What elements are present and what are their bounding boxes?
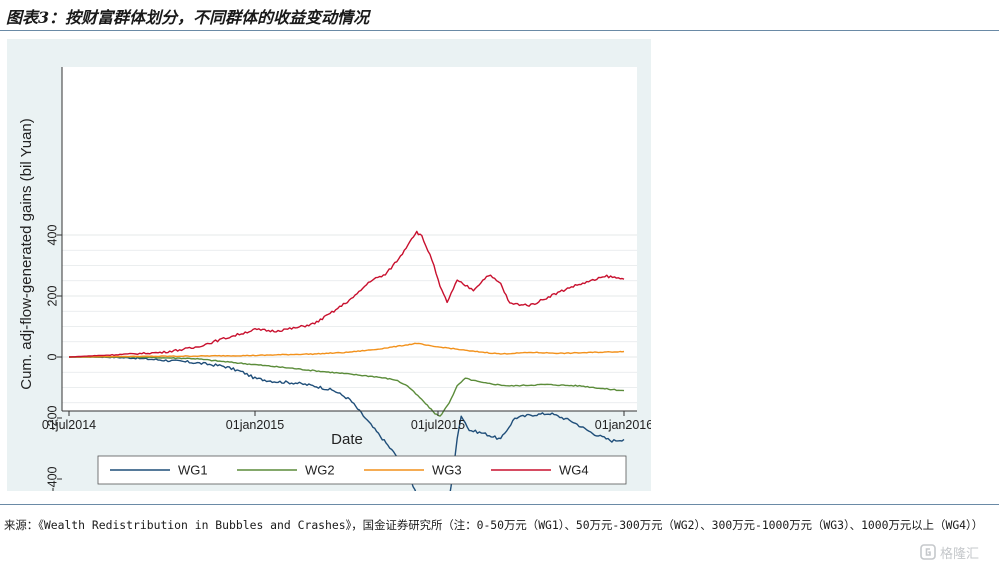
source-note: 来源：《Wealth Redistribution in Bubbles and… xyxy=(4,518,984,532)
series-layer xyxy=(68,230,625,491)
report-header: 图表3：按财富群体划分，不同群体的收益变动情况 xyxy=(0,0,999,31)
y-tick-label: 400 xyxy=(45,225,59,246)
legend-label: WG4 xyxy=(559,463,589,478)
logo-icon xyxy=(920,544,936,560)
gridlines xyxy=(62,234,637,404)
axes: -600-400-200020040001jul201401jan201501j… xyxy=(42,67,651,491)
footer-divider xyxy=(0,504,999,505)
series-line-wg4 xyxy=(68,230,625,358)
legend: WG1 WG2 WG3 WG4 xyxy=(97,455,627,485)
x-tick-label: 01jan2015 xyxy=(226,418,284,432)
watermark-text: 格隆汇 xyxy=(940,546,980,562)
line-chart: -600-400-200020040001jul201401jan201501j… xyxy=(18,67,651,491)
legend-item-wg3: WG3 xyxy=(364,463,462,478)
x-tick-label: 01jan2016 xyxy=(595,418,651,432)
header-divider xyxy=(0,30,999,31)
plot-background xyxy=(62,67,637,411)
plot-area xyxy=(62,67,637,411)
legend-item-wg2: WG2 xyxy=(237,463,335,478)
series-line-wg2 xyxy=(69,356,625,417)
legend-item-wg4: WG4 xyxy=(491,463,589,478)
series-line-wg3 xyxy=(69,342,625,358)
series-line-wg1 xyxy=(69,356,625,491)
x-axis-title: Date xyxy=(331,431,363,448)
legend-label: WG1 xyxy=(178,463,208,478)
y-tick-label: 0 xyxy=(45,353,59,360)
y-tick-label: -200 xyxy=(45,405,59,430)
y-tick-label: 200 xyxy=(45,286,59,307)
y-axis-title: Cum. adj-flow-generated gains (bil Yuan) xyxy=(18,118,35,390)
x-tick-label: 01jul2014 xyxy=(42,418,96,432)
figure-title: 图表3：按财富群体划分，不同群体的收益变动情况 xyxy=(6,8,370,27)
legend-label: WG3 xyxy=(432,463,462,478)
x-tick-label: 01jul2015 xyxy=(411,418,465,432)
chart-panel: -600-400-200020040001jul201401jan201501j… xyxy=(7,39,651,491)
y-tick-label: -400 xyxy=(45,466,59,491)
legend-label: WG2 xyxy=(305,463,335,478)
legend-item-wg1: WG1 xyxy=(110,463,208,478)
watermark: 格隆汇 xyxy=(920,542,996,562)
